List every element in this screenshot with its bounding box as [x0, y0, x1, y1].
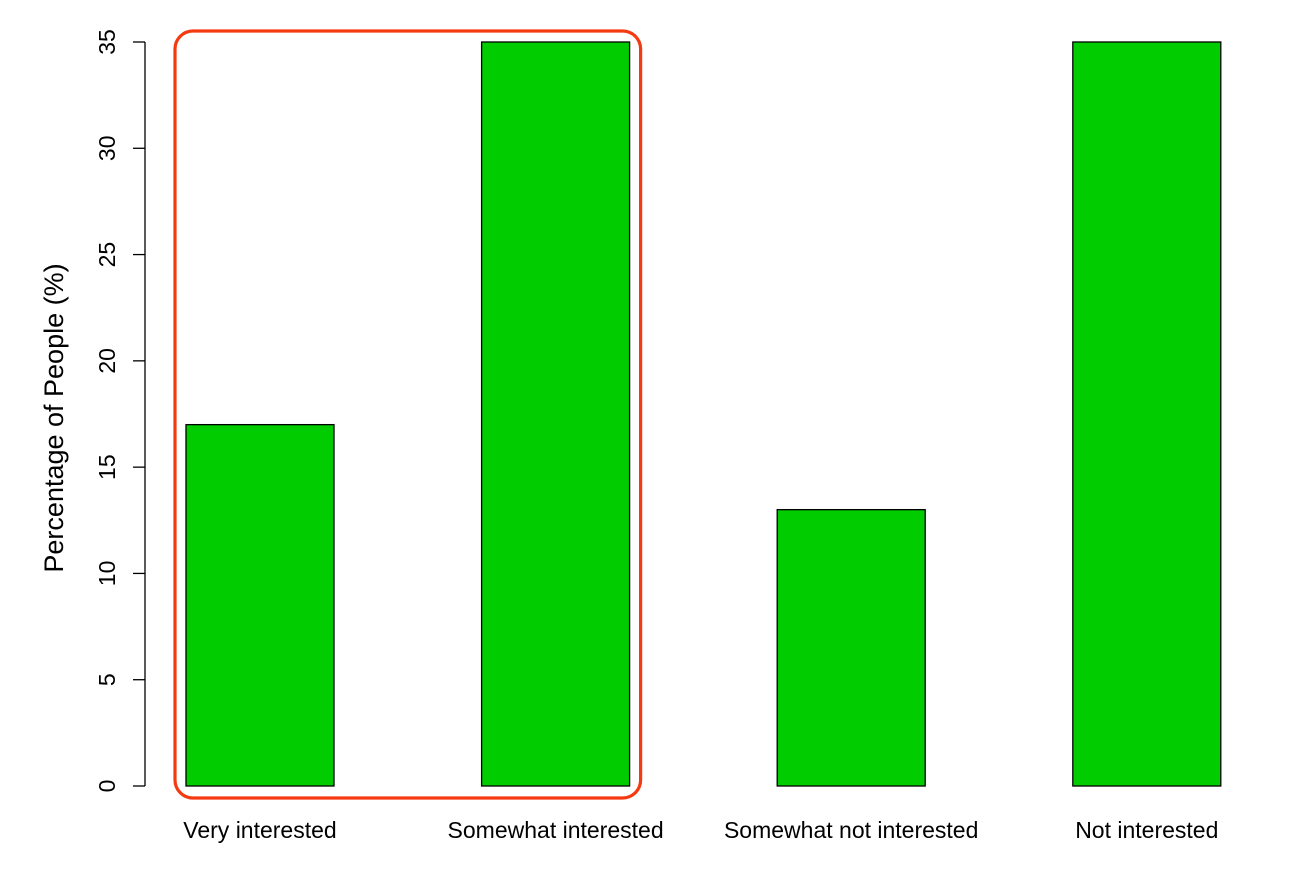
- bar-very-interested: [185, 423, 335, 787]
- x-category-label: Somewhat interested: [448, 817, 664, 843]
- bars-layer: [185, 41, 1222, 787]
- y-tick-label: 35: [94, 29, 120, 55]
- y-tick-label: 0: [94, 780, 120, 793]
- x-category-label: Not interested: [1075, 817, 1218, 843]
- y-axis: 0 5 10 15 20 25 30 35: [94, 29, 146, 793]
- x-category-label: Very interested: [183, 817, 336, 843]
- bar-somewhat-interested: [480, 41, 631, 787]
- y-tick-label: 10: [94, 561, 120, 587]
- y-tick-label: 30: [94, 135, 120, 161]
- y-tick-label: 15: [94, 454, 120, 480]
- y-tick-label: 5: [94, 673, 120, 686]
- y-tick-label: 20: [94, 348, 120, 374]
- highlight-layer: [173, 29, 643, 800]
- highlight-box: [173, 29, 643, 800]
- y-tick-label: 25: [94, 242, 120, 268]
- y-axis-title: Percentage of People (%): [39, 263, 69, 572]
- x-axis-labels: Very interested Somewhat interested Somewh…: [183, 817, 1218, 843]
- bar-somewhat-not-interested: [776, 509, 926, 787]
- x-category-label: Somewhat not interested: [724, 817, 978, 843]
- bar-not-interested: [1072, 41, 1222, 787]
